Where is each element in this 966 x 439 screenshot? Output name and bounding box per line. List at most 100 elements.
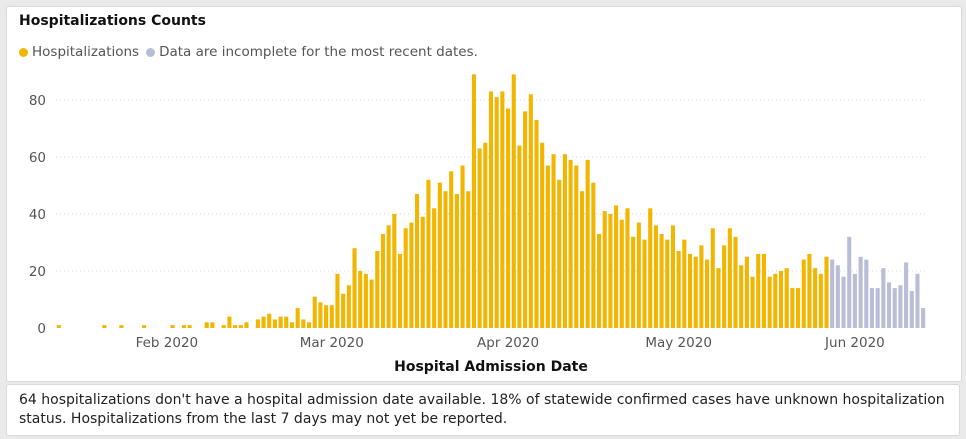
bar[interactable] bbox=[409, 222, 414, 328]
bar[interactable] bbox=[699, 245, 704, 328]
bar-incomplete[interactable] bbox=[864, 259, 869, 328]
bar[interactable] bbox=[233, 325, 238, 328]
bar[interactable] bbox=[778, 271, 784, 328]
bar[interactable] bbox=[813, 268, 818, 328]
bar[interactable] bbox=[801, 259, 806, 328]
bar[interactable] bbox=[261, 316, 266, 328]
bar[interactable] bbox=[756, 253, 761, 328]
bar[interactable] bbox=[392, 214, 397, 328]
bar[interactable] bbox=[227, 316, 232, 328]
bar[interactable] bbox=[614, 205, 619, 328]
bar[interactable] bbox=[602, 211, 607, 328]
bar[interactable] bbox=[204, 322, 209, 328]
bar[interactable] bbox=[380, 233, 385, 328]
bar[interactable] bbox=[494, 97, 499, 329]
bar[interactable] bbox=[363, 273, 368, 328]
bar[interactable] bbox=[306, 322, 312, 328]
bar[interactable] bbox=[540, 142, 545, 328]
bar[interactable] bbox=[562, 154, 567, 328]
bar-incomplete[interactable] bbox=[875, 288, 880, 328]
bar-incomplete[interactable] bbox=[904, 262, 909, 328]
bar[interactable] bbox=[289, 322, 295, 328]
bar[interactable] bbox=[238, 325, 243, 328]
bar-incomplete[interactable] bbox=[915, 273, 920, 328]
bar[interactable] bbox=[272, 319, 277, 328]
bar[interactable] bbox=[534, 119, 539, 328]
bar[interactable] bbox=[705, 259, 710, 328]
bar[interactable] bbox=[329, 305, 334, 328]
bar[interactable] bbox=[511, 74, 516, 328]
bar-incomplete[interactable] bbox=[898, 285, 903, 328]
bar-incomplete[interactable] bbox=[881, 268, 886, 328]
bar[interactable] bbox=[818, 273, 823, 328]
bar[interactable] bbox=[659, 233, 664, 328]
bar[interactable] bbox=[665, 239, 670, 328]
bar[interactable] bbox=[596, 233, 602, 328]
bar[interactable] bbox=[648, 208, 653, 328]
bar[interactable] bbox=[181, 325, 186, 328]
bar[interactable] bbox=[415, 194, 420, 328]
bar[interactable] bbox=[773, 273, 778, 328]
bar[interactable] bbox=[716, 268, 721, 328]
bar-incomplete[interactable] bbox=[869, 288, 875, 328]
bar[interactable] bbox=[585, 159, 590, 328]
bar[interactable] bbox=[324, 305, 329, 328]
bar[interactable] bbox=[432, 208, 437, 328]
bar[interactable] bbox=[682, 239, 687, 328]
bar[interactable] bbox=[676, 251, 681, 328]
bar[interactable] bbox=[284, 316, 289, 328]
bar[interactable] bbox=[574, 165, 579, 328]
bar[interactable] bbox=[221, 325, 226, 328]
bar[interactable] bbox=[807, 253, 812, 328]
bar[interactable] bbox=[767, 276, 772, 328]
bar[interactable] bbox=[397, 253, 403, 328]
bar[interactable] bbox=[244, 322, 249, 328]
bar[interactable] bbox=[733, 236, 738, 328]
bar[interactable] bbox=[790, 288, 795, 328]
bar[interactable] bbox=[557, 179, 562, 328]
bar[interactable] bbox=[517, 145, 522, 328]
bar-incomplete[interactable] bbox=[921, 308, 926, 328]
bar[interactable] bbox=[545, 165, 550, 328]
bar-incomplete[interactable] bbox=[835, 265, 840, 328]
bar[interactable] bbox=[358, 271, 363, 328]
bar[interactable] bbox=[483, 142, 488, 328]
bar-incomplete[interactable] bbox=[909, 290, 914, 328]
bar[interactable] bbox=[506, 108, 511, 328]
bar[interactable] bbox=[591, 182, 596, 328]
bar-incomplete[interactable] bbox=[841, 276, 846, 328]
bar[interactable] bbox=[255, 319, 260, 328]
bar[interactable] bbox=[477, 148, 482, 328]
bar[interactable] bbox=[568, 159, 573, 328]
bar[interactable] bbox=[631, 236, 636, 328]
bar[interactable] bbox=[710, 228, 715, 328]
bar[interactable] bbox=[722, 245, 727, 328]
bar[interactable] bbox=[608, 214, 613, 328]
bar[interactable] bbox=[784, 268, 789, 328]
bar[interactable] bbox=[528, 94, 533, 328]
bar[interactable] bbox=[636, 222, 641, 328]
bar[interactable] bbox=[739, 265, 744, 328]
bar[interactable] bbox=[403, 228, 408, 328]
bar[interactable] bbox=[119, 325, 124, 328]
bar[interactable] bbox=[460, 165, 465, 328]
bar[interactable] bbox=[295, 308, 300, 328]
bar[interactable] bbox=[750, 276, 755, 328]
bar[interactable] bbox=[488, 91, 494, 328]
bar[interactable] bbox=[693, 256, 698, 328]
bar[interactable] bbox=[318, 302, 323, 328]
bar[interactable] bbox=[744, 256, 749, 328]
bar-incomplete[interactable] bbox=[858, 256, 863, 328]
bar[interactable] bbox=[375, 251, 380, 328]
bar[interactable] bbox=[312, 296, 317, 328]
bar[interactable] bbox=[341, 293, 346, 328]
bar[interactable] bbox=[420, 216, 425, 328]
bar[interactable] bbox=[142, 325, 147, 328]
bar[interactable] bbox=[727, 228, 732, 328]
bar-incomplete[interactable] bbox=[830, 259, 835, 328]
bar[interactable] bbox=[625, 208, 630, 328]
bar[interactable] bbox=[653, 225, 658, 328]
bar[interactable] bbox=[449, 171, 454, 328]
bar[interactable] bbox=[642, 239, 647, 328]
bar[interactable] bbox=[500, 91, 505, 328]
